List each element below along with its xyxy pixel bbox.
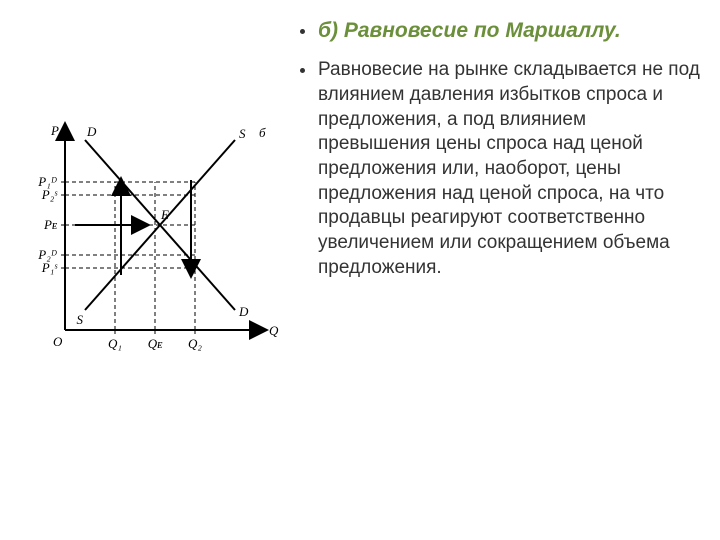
section-heading: б) Равновесие по Маршаллу. [300,18,700,44]
svg-text:E: E [160,207,169,222]
svg-text:O: O [53,334,63,349]
body-paragraph: Равновесие на рынке складывается не под … [300,58,700,280]
svg-text:S: S [239,126,246,141]
svg-text:P₂ˢ: P₂ˢ [41,187,58,202]
svg-text:Q₁: Q₁ [108,336,122,351]
marshall-equilibrium-diagram: P₁ᴰP₂ˢPᴇP₂ᴰP₁ˢQ₁QᴇQ₂OQPбDDSSE [25,110,285,380]
svg-text:P: P [50,123,59,138]
svg-text:D: D [86,124,97,139]
svg-text:Q: Q [269,323,279,338]
svg-text:D: D [238,304,249,319]
svg-text:б: б [259,125,266,140]
svg-text:Q₂: Q₂ [188,336,202,351]
svg-text:Pᴇ: Pᴇ [43,217,58,232]
text-column: б) Равновесие по Маршаллу. Равновесие на… [300,0,720,540]
svg-text:P₁ˢ: P₁ˢ [41,260,58,275]
svg-text:S: S [77,312,84,327]
page: P₁ᴰP₂ˢPᴇP₂ᴰP₁ˢQ₁QᴇQ₂OQPбDDSSE б) Равнове… [0,0,720,540]
svg-text:Qᴇ: Qᴇ [148,336,163,351]
diagram-column: P₁ᴰP₂ˢPᴇP₂ᴰP₁ˢQ₁QᴇQ₂OQPбDDSSE [0,0,300,540]
